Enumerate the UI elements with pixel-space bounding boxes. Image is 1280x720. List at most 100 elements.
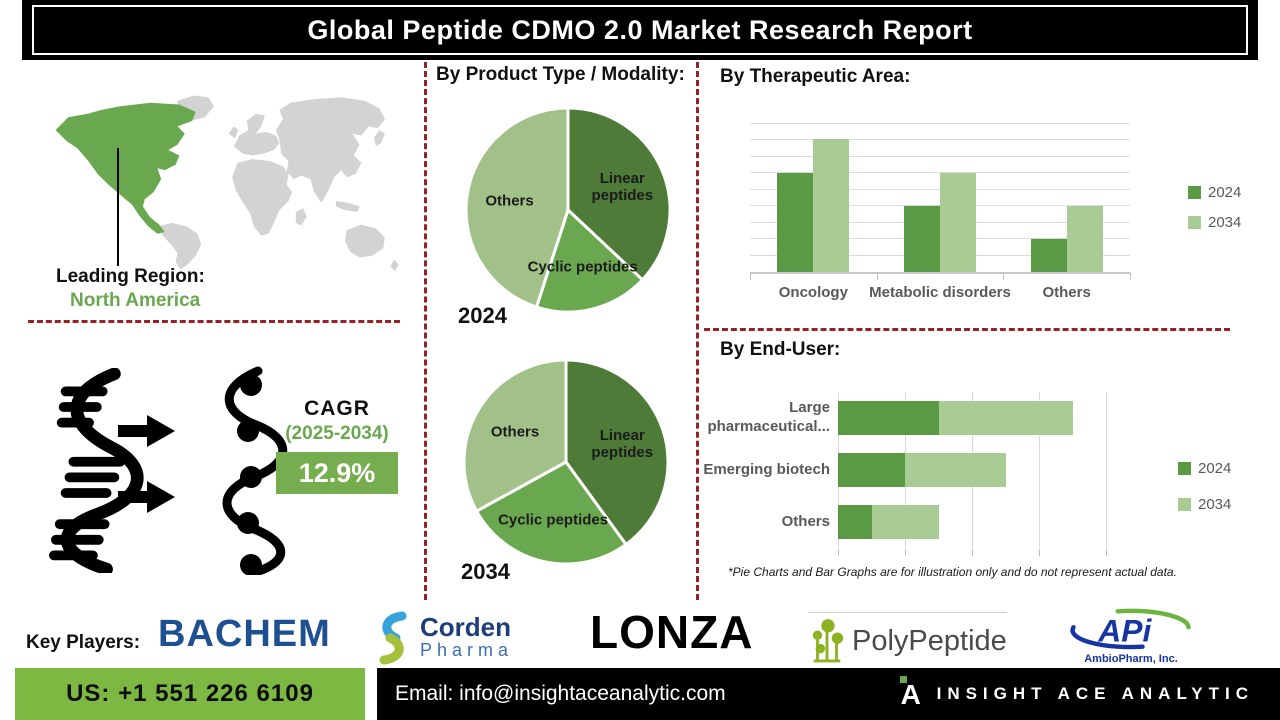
axis-tick — [972, 549, 973, 556]
continent-australia — [344, 224, 385, 258]
axis-tick — [1130, 273, 1131, 280]
bar-2024-emerging-biotech — [838, 453, 905, 487]
gridline — [750, 155, 1130, 157]
legend-item-2024: 2024 — [1178, 460, 1231, 477]
cagr-value-box: 12.9% — [276, 452, 398, 494]
key-players-label: Key Players: — [26, 632, 141, 653]
page-title: Global Peptide CDMO 2.0 Market Research … — [307, 14, 973, 45]
divider-vertical-right — [696, 62, 699, 600]
legend-swatch — [1178, 498, 1191, 511]
bar-2024-large-pharmaceutical- — [838, 401, 939, 435]
pie-slice-cyclic-peptides — [535, 208, 644, 314]
gridline — [750, 172, 1130, 174]
logo-green-square — [899, 676, 907, 683]
polypeptide-tree-icon — [812, 619, 844, 663]
logo-polypeptide: PolyPeptide — [808, 612, 1007, 665]
corden-line2: Pharma — [420, 640, 514, 661]
legend-label: 2024 — [1208, 184, 1242, 201]
logo-a-glyph: A — [900, 679, 921, 710]
legend-item-2034: 2034 — [1178, 496, 1231, 513]
axis-tick — [750, 273, 751, 280]
disclaimer-footnote: *Pie Charts and Bar Graphs are for illus… — [728, 565, 1177, 579]
therapeutic-bar-chart: Oncology Metabolic disorders Others — [750, 123, 1131, 302]
brand-lockup: A INSIGHT ACE ANALYTIC — [899, 676, 1254, 712]
corden-s-icon — [379, 611, 407, 665]
pie-chart-2034: Linear peptides Cyclic peptides Others — [460, 356, 672, 568]
pie-slice-others — [462, 358, 568, 513]
legend-label: 2034 — [1198, 496, 1232, 513]
pie-year-label: 2024 — [458, 303, 507, 328]
pie-slice-label: Others — [485, 192, 534, 210]
axis-tick — [905, 549, 906, 556]
ambiopharm-subtext: AmbioPharm, Inc. — [1084, 653, 1178, 665]
island-new-zealand — [390, 259, 399, 272]
divider-vertical-left — [424, 62, 427, 600]
axis-tick — [876, 273, 878, 280]
title-banner: Global Peptide CDMO 2.0 Market Research … — [22, 0, 1258, 60]
category-label: Metabolic disorders — [869, 284, 1011, 301]
leading-region-label: Leading Region: — [56, 266, 205, 287]
bar-2024-others — [838, 505, 872, 539]
pie-slice-label: Cyclic peptides — [527, 258, 638, 276]
continent-asia — [275, 97, 385, 203]
section-title-therapeutic: By Therapeutic Area: — [720, 66, 911, 87]
pie-svg — [464, 106, 672, 314]
peptide-chain-icon — [222, 366, 288, 575]
continent-south-america — [157, 222, 202, 270]
dna-helix-icon — [49, 368, 144, 573]
cagr-label: CAGR — [304, 397, 370, 420]
corden-line1: Corden — [420, 612, 511, 643]
enduser-row-labels: Large pharmaceutical... Emerging biotech O… — [700, 392, 830, 548]
legend-label: 2034 — [1208, 214, 1242, 231]
divider-horizontal-right — [704, 328, 1230, 331]
pie-slice-label: Others — [490, 423, 540, 441]
category-label: Emerging biotech — [703, 460, 830, 478]
category-label: Large pharmaceutical... — [707, 399, 830, 435]
gridline — [750, 139, 1130, 141]
gridline — [1039, 392, 1040, 548]
therapeutic-category-labels: Oncology Metabolic disorders Others — [750, 282, 1130, 302]
api-wordmark: APi — [1097, 612, 1152, 648]
api-swoosh-icon: APi — [1070, 608, 1191, 650]
category-label: Oncology — [778, 284, 848, 301]
phone-number: US: +1 551 226 6109 — [66, 680, 314, 707]
section-title-product-type: By Product Type / Modality: — [436, 64, 685, 85]
logo-api-ambiopharm: APi AmbioPharm, Inc. — [1056, 606, 1206, 665]
leading-region-value: North America — [70, 290, 201, 311]
continent-africa — [232, 159, 293, 236]
bar-2034-large-pharmaceutical- — [938, 401, 1073, 435]
contact-banner: Email: info@insightaceanalytic.com A INS… — [377, 668, 1280, 720]
arrow-right-icon — [118, 415, 175, 447]
phone-banner: US: +1 551 226 6109 — [15, 668, 365, 720]
pie-slice-cyclic-peptides — [475, 460, 628, 566]
legend-item-2024: 2024 — [1188, 184, 1241, 201]
islands-indonesia — [335, 201, 360, 212]
axis-tick — [1106, 549, 1107, 556]
section-title-end-user: By End-User: — [720, 339, 841, 360]
axis-tick — [838, 549, 839, 556]
pie-slice-label: Cyclic peptides — [498, 511, 609, 529]
bar-2034-others — [871, 505, 939, 539]
region-pointer-line — [117, 148, 119, 266]
legend-label: 2024 — [1198, 460, 1232, 477]
legend-swatch — [1188, 186, 1201, 199]
divider-horizontal-left — [28, 320, 400, 323]
pie-slice-linear-peptides — [566, 106, 672, 282]
corden-wordmark: Corden Pharma — [420, 614, 513, 662]
insight-ace-logo-icon: A — [899, 676, 923, 712]
pie-slice-linear-peptides — [564, 358, 670, 546]
cagr-value: 12.9% — [298, 457, 376, 488]
world-map — [55, 95, 399, 272]
legend-swatch — [1188, 216, 1201, 229]
bar-2024-metabolic-disorders — [904, 206, 940, 272]
polypeptide-wordmark: PolyPeptide — [852, 624, 1007, 657]
pie-slice-label: Linear peptides — [591, 169, 654, 204]
island-madagascar — [295, 208, 307, 226]
category-label: Others — [781, 512, 830, 530]
gridline — [750, 123, 1130, 124]
gridline — [1106, 392, 1107, 548]
email-text: Email: info@insightaceanalytic.com — [395, 682, 726, 705]
enduser-plot-area — [838, 392, 1107, 556]
pie-slice-others — [464, 106, 570, 309]
